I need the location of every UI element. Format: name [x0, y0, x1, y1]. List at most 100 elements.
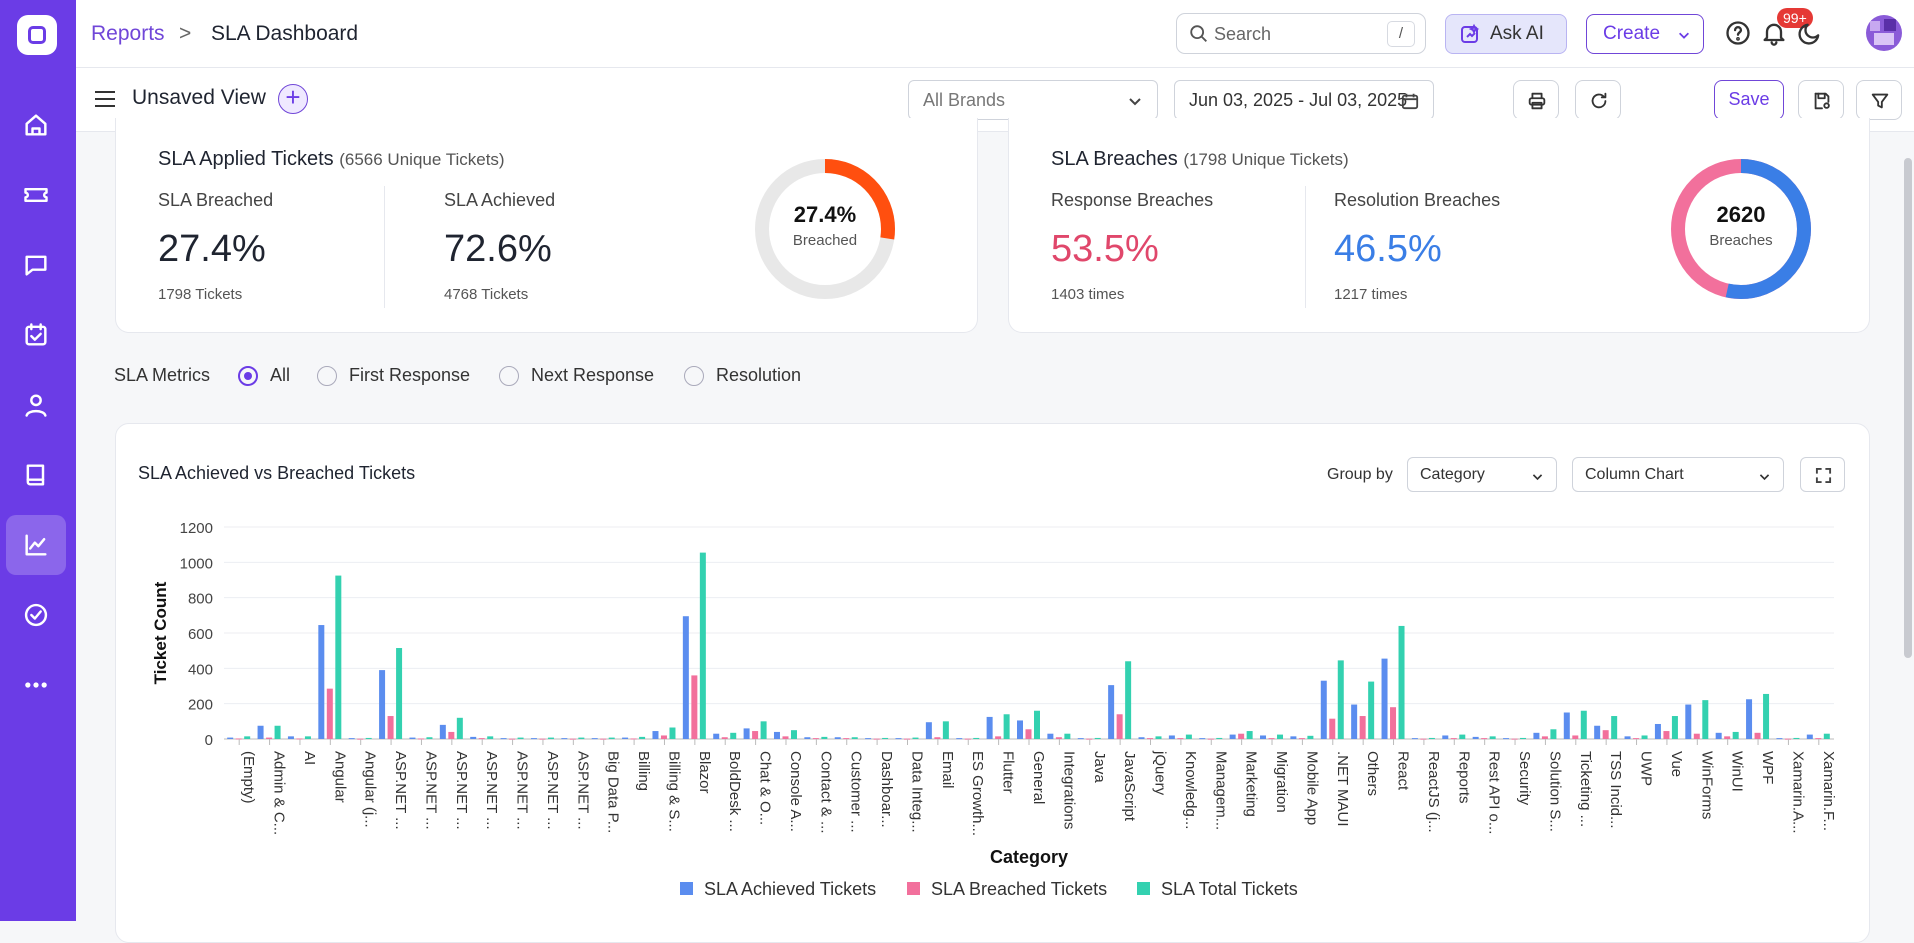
bar-total — [304, 736, 311, 739]
bar-breached — [1238, 733, 1245, 739]
expand-button[interactable] — [1800, 457, 1845, 492]
brand-select-value: All Brands — [923, 90, 1006, 110]
menu-icon[interactable] — [94, 90, 116, 108]
x-tick-label: Ticketing ... — [1577, 751, 1594, 827]
group-by-value: Category — [1420, 466, 1485, 483]
bar-total — [335, 575, 342, 739]
bar-achieved — [1320, 680, 1327, 739]
bar-total — [699, 552, 706, 739]
x-tick-label: BoldDesk ... — [726, 751, 743, 832]
bar-breached — [1147, 738, 1154, 740]
bar-total — [882, 737, 889, 739]
bar-breached — [1572, 735, 1579, 739]
bar-breached — [235, 738, 242, 740]
home-icon[interactable] — [6, 95, 66, 155]
x-tick-label: (Empty) — [240, 751, 257, 804]
add-view-button[interactable]: + — [278, 84, 308, 114]
bar-breached — [266, 737, 273, 739]
x-tick-label: ASP.NET ... — [392, 751, 409, 830]
x-tick-label: ASP.NET ... — [514, 751, 531, 830]
group-by-select[interactable]: Category — [1407, 457, 1557, 492]
radio-all[interactable]: All — [238, 365, 290, 386]
sla-applied-title: SLA Applied Tickets (6566 Unique Tickets… — [158, 148, 505, 170]
create-button[interactable]: Create — [1586, 14, 1704, 54]
chat-icon[interactable] — [6, 235, 66, 295]
chart-title: SLA Achieved vs Breached Tickets — [138, 463, 416, 483]
bar-total — [608, 737, 615, 739]
bar-achieved — [1381, 658, 1388, 739]
bar-breached — [1329, 718, 1336, 739]
refresh-button[interactable] — [1575, 80, 1621, 120]
notification-badge: 99+ — [1777, 8, 1813, 28]
bar-achieved — [1260, 735, 1267, 739]
sla-applied-card: SLA Applied Tickets (6566 Unique Tickets… — [115, 118, 978, 333]
x-tick-label: Others — [1364, 751, 1381, 796]
response-arc[interactable] — [1671, 159, 1811, 299]
x-tick-label: Java — [1091, 751, 1108, 783]
bar-total — [1580, 710, 1587, 739]
radio-first-response[interactable]: First Response — [317, 365, 470, 386]
radio-resolution[interactable]: Resolution — [684, 365, 801, 386]
breadcrumb-reports[interactable]: Reports — [91, 22, 165, 45]
x-tick-label: Rest API o... — [1486, 751, 1503, 834]
x-tick-label: Mobile App — [1303, 751, 1320, 825]
moon-icon[interactable] — [1796, 19, 1824, 47]
filter-button[interactable] — [1856, 80, 1902, 120]
app-logo[interactable] — [17, 15, 57, 55]
bar-total — [1003, 714, 1010, 739]
ticket-icon[interactable] — [6, 165, 66, 225]
bar-total — [456, 717, 463, 739]
bar-total — [1155, 736, 1162, 739]
bar-breached — [1177, 738, 1184, 740]
x-tick-label: Email — [939, 751, 956, 789]
bar-achieved — [895, 738, 902, 740]
bar-total — [639, 736, 646, 739]
chart-type-select[interactable]: Column Chart — [1572, 457, 1784, 492]
bar-total — [1246, 731, 1253, 739]
x-tick-label: Dashboar... — [878, 751, 895, 828]
bar-achieved — [1138, 737, 1145, 739]
task-calendar-icon[interactable] — [6, 305, 66, 365]
y-tick-label: 400 — [188, 661, 213, 678]
more-icon[interactable] — [6, 655, 66, 715]
bar-achieved — [652, 731, 659, 739]
x-tick-label: WinUI — [1729, 751, 1746, 792]
breached-donut[interactable] — [754, 158, 896, 300]
page-scrollbar[interactable] — [1904, 158, 1912, 658]
response-breaches-times: 1403 times — [1051, 286, 1125, 303]
bar-breached — [721, 737, 728, 739]
knowledge-base-icon[interactable] — [6, 445, 66, 505]
reports-icon[interactable] — [6, 515, 66, 575]
breached-arc[interactable] — [755, 159, 895, 299]
x-tick-label: ES Growth... — [969, 751, 986, 836]
bar-breached — [1116, 714, 1123, 739]
bar-achieved — [500, 738, 507, 740]
breadcrumb-separator: > — [179, 22, 192, 45]
bar-total — [1611, 716, 1618, 739]
bar-breached — [1268, 738, 1275, 740]
bar-achieved — [1533, 732, 1540, 739]
calendar-icon — [1401, 93, 1419, 110]
y-tick-label: 1200 — [180, 520, 213, 537]
bar-achieved — [622, 737, 629, 739]
bar-total — [1185, 734, 1192, 739]
ask-ai-button[interactable]: Ask AI — [1445, 14, 1567, 54]
bell-icon[interactable] — [1760, 19, 1788, 47]
radio-next-response[interactable]: Next Response — [499, 365, 654, 386]
bar-total — [244, 736, 251, 739]
bar-breached — [934, 737, 941, 739]
breaches-donut[interactable] — [1670, 158, 1812, 300]
bar-breached — [296, 738, 303, 740]
avatar[interactable] — [1866, 15, 1902, 51]
x-tick-label: ASP.NET ... — [453, 751, 470, 830]
help-icon[interactable] — [1724, 19, 1752, 47]
search-input[interactable]: Search / — [1176, 13, 1426, 54]
bar-breached — [1815, 738, 1822, 740]
bar-total — [1337, 660, 1344, 739]
x-tick-label: Admin & C... — [271, 751, 288, 835]
contacts-icon[interactable] — [6, 375, 66, 435]
bar-achieved — [1806, 734, 1813, 739]
bar-total — [1216, 737, 1223, 739]
approvals-icon[interactable] — [6, 585, 66, 645]
save-as-button[interactable] — [1798, 80, 1844, 120]
